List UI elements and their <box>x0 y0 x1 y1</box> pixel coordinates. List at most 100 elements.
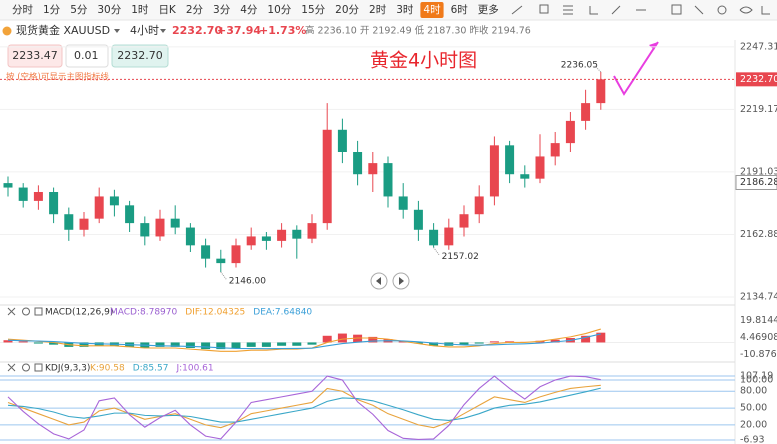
y-tick-label: 20.00 <box>740 419 767 430</box>
toolbar-item[interactable]: 分时 <box>12 4 33 16</box>
toolbar-item[interactable]: 5分 <box>70 4 88 16</box>
line <box>7 387 601 423</box>
macd-bar <box>261 342 271 347</box>
macd-bar <box>292 342 302 346</box>
scroll-right-icon[interactable] <box>399 277 404 285</box>
marker-box <box>735 174 777 190</box>
macd-bar <box>277 342 287 346</box>
candle-body <box>155 218 165 237</box>
candle-body <box>277 229 287 241</box>
candle-body <box>489 145 499 197</box>
toolbar-item[interactable]: 2时 <box>369 4 387 16</box>
candle-body <box>520 174 530 179</box>
toolbar-item[interactable]: 1分 <box>43 4 61 16</box>
toolbar-item[interactable]: 3分 <box>213 4 231 16</box>
annotation: 2157.02 <box>442 252 479 262</box>
candle-body <box>231 245 241 264</box>
candle-body <box>444 227 454 246</box>
macd-bar <box>49 342 59 345</box>
legend-entry: DEA:7.64840 <box>253 308 312 318</box>
macd-bar <box>18 341 28 343</box>
candle-body <box>170 218 180 228</box>
toolbar-item[interactable]: 日K <box>158 4 176 16</box>
macd-bar <box>368 336 378 343</box>
y-tick-label: -6.93 <box>740 435 765 444</box>
macd-bar <box>474 342 484 344</box>
annotation: 2236.05 <box>561 60 598 70</box>
macd-bar <box>505 341 515 343</box>
price: 2232.70 <box>172 24 222 37</box>
macd-bar <box>155 342 165 347</box>
candle-body <box>398 196 408 210</box>
macd-bar <box>307 342 317 345</box>
toolbar-item[interactable]: 15分 <box>301 4 325 16</box>
sell-box[interactable] <box>7 44 63 68</box>
toolbar-item[interactable]: 4时 <box>423 4 441 16</box>
symbol[interactable]: 现货黄金 XAUUSD <box>16 23 110 37</box>
line <box>7 333 601 350</box>
toolbar-item[interactable]: 1时 <box>131 4 149 16</box>
macd-bar <box>550 339 560 343</box>
candle-body <box>459 214 469 228</box>
candle-body <box>322 129 332 224</box>
candle-body <box>3 183 13 188</box>
buy-price[interactable]: 2232.70 <box>117 49 163 62</box>
macd-bar <box>581 335 591 343</box>
dropdown[interactable] <box>160 29 166 33</box>
candle-body <box>109 196 119 206</box>
toolbar-item[interactable]: 6时 <box>451 4 469 16</box>
candle-body <box>64 214 74 230</box>
toolbar-item[interactable]: 10分 <box>267 4 291 16</box>
macd-bar <box>596 332 606 343</box>
pane-controls[interactable] <box>7 307 43 372</box>
annotation-leader <box>220 271 228 281</box>
sell-price[interactable]: 2233.47 <box>12 49 58 62</box>
y-tick-label: 107.19 <box>740 371 773 382</box>
candle-body <box>596 79 606 104</box>
toolbar-item[interactable]: 更多 <box>478 3 499 16</box>
change: +37.94 <box>217 24 261 37</box>
candle-body <box>565 120 575 144</box>
plot: 2134.74 2162.88 2191.03 2219.17 2247.31 2232.… <box>0 41 777 444</box>
line <box>7 384 601 429</box>
dropdown[interactable] <box>114 29 120 33</box>
buy-box[interactable] <box>111 44 169 68</box>
candle-body <box>216 258 226 264</box>
toolbar-item[interactable]: 3时 <box>396 4 414 16</box>
candle-body <box>79 218 89 230</box>
toolbar-item[interactable]: 30分 <box>97 4 121 16</box>
y-tick-label: 80.00 <box>740 386 767 397</box>
chart-title: 黄金4小时图 <box>370 50 477 72</box>
legend-entry: DIF:12.04325 <box>185 308 245 318</box>
y-tick-label: 2247.31 <box>740 41 777 52</box>
toolbar-bg <box>0 0 777 20</box>
toolbar-active <box>420 2 444 18</box>
candle-body <box>550 143 560 157</box>
y-tick-label: -10.87624 <box>740 349 777 360</box>
candle-body <box>353 152 363 175</box>
legend-entry: J:100.61 <box>175 364 213 374</box>
arrow-head <box>649 42 658 50</box>
toolbar-item[interactable]: 4分 <box>240 4 258 16</box>
current-price-box <box>736 72 777 87</box>
toolbar-item[interactable]: 20分 <box>335 4 359 16</box>
arrow <box>613 41 659 96</box>
toolbar-item[interactable]: 2分 <box>186 4 204 16</box>
macd-bar <box>231 342 241 348</box>
y-tick-label: 2134.74 <box>740 292 777 303</box>
annotation-leader <box>433 247 441 256</box>
macd-bar <box>322 335 332 343</box>
lots-box[interactable] <box>65 44 109 68</box>
kdj-title: KDJ(9,3,3) <box>45 364 90 374</box>
macd-bar <box>33 342 43 344</box>
candle-body <box>94 196 104 219</box>
lots[interactable]: 0.01 <box>74 49 99 62</box>
macd-bar <box>185 342 195 348</box>
legend-entry: MACD:8.78970 <box>110 308 178 318</box>
period[interactable]: 4小时 <box>130 24 159 37</box>
candle-body <box>125 205 135 224</box>
macd-bar <box>3 340 13 343</box>
macd-bar <box>337 333 347 343</box>
scroll-left-icon[interactable] <box>376 277 381 285</box>
